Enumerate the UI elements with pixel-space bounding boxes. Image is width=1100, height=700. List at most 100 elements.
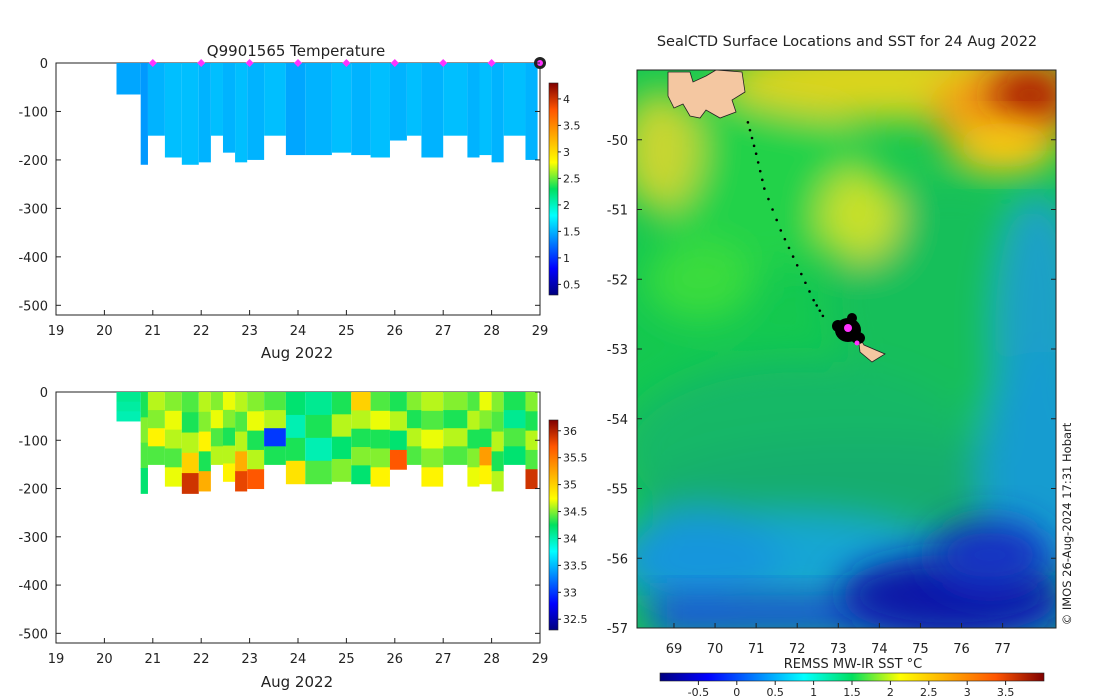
track-point — [787, 246, 791, 250]
salinity-panel: 0 -100 -200 -300 -400 -500 19 20 21 22 23 24 25 26 27… — [18, 386, 587, 691]
x-tick-label: 24 — [290, 652, 307, 667]
temperature-profile-cell — [116, 63, 141, 95]
salinity-profile-cell — [181, 412, 199, 434]
heard-island — [857, 334, 886, 363]
secondary-position-marker — [854, 340, 860, 346]
profile-marker — [197, 59, 206, 67]
temperature-x-axis: 19 20 21 22 23 24 25 26 27 28 29 — [48, 310, 549, 339]
salinity-profile-cell — [305, 414, 332, 439]
lon-tick-label: 71 — [748, 642, 765, 657]
salinity-profile-cell — [525, 392, 538, 412]
salinity-profile-cell — [370, 392, 390, 412]
y-tick-label: -300 — [18, 202, 48, 217]
lon-tick-label: 73 — [830, 642, 847, 657]
salinity-profile-cell — [467, 448, 480, 468]
x-tick-label: 29 — [532, 324, 549, 339]
colorbar-tick-label: 3.5 — [563, 119, 581, 132]
salinity-profile-cell — [525, 430, 538, 451]
salinity-profile-cell — [264, 428, 286, 447]
salinity-profile-cell — [140, 468, 148, 494]
y-tick-label: -500 — [18, 627, 48, 642]
salinity-profile-cell — [467, 467, 480, 487]
salinity-profile-cell — [210, 392, 223, 411]
track-point — [812, 298, 815, 302]
salinity-profile-cell — [479, 428, 492, 448]
salinity-profile-cell — [525, 469, 538, 490]
x-tick-label: 29 — [532, 652, 549, 667]
salinity-profile-cell — [164, 410, 182, 431]
x-tick-label: 20 — [96, 652, 113, 667]
profile-marker — [294, 59, 302, 67]
salinity-profile-cell — [285, 414, 306, 439]
salinity-profile-cell — [235, 471, 248, 492]
salinity-profile-cell — [247, 411, 265, 432]
salinity-profile-cell — [331, 458, 352, 482]
salinity-profile-cell — [247, 469, 265, 490]
track-point — [748, 128, 752, 132]
current-position-marker — [844, 324, 852, 332]
salinity-profile-cell — [421, 448, 444, 468]
salinity-profile-cell — [389, 411, 407, 432]
track-point — [795, 264, 799, 267]
y-tick-label: -500 — [18, 299, 48, 314]
sst-map-longitude-axis: 69 70 71 72 73 74 75 76 77 — [666, 623, 1011, 657]
track-point — [821, 314, 825, 318]
temperature-colorbar — [548, 82, 559, 296]
temperature-profile-cell — [370, 63, 390, 158]
salinity-profile-cell — [264, 392, 286, 411]
kerguelen-island — [667, 70, 746, 119]
salinity-profile-cell — [235, 431, 248, 452]
sst-map-latitude-axis: -50 -51 -52 -53 -54 -55 -56 -57 — [607, 134, 1056, 637]
y-tick-label: 0 — [40, 57, 48, 72]
salinity-profile-cell — [406, 392, 422, 411]
sst-colorbar-label: REMSS MW-IR SST °C — [784, 657, 923, 672]
temperature-profile-cell — [264, 63, 286, 136]
temperature-profile-cell — [351, 63, 371, 156]
salinity-profile-cell — [421, 410, 444, 431]
salinity-profile-cell — [247, 449, 265, 470]
salinity-profile-cell — [331, 392, 352, 415]
colorbar-tick-label: 32.5 — [563, 613, 588, 626]
x-tick-label: 23 — [241, 652, 258, 667]
temperature-profile-cell — [443, 63, 468, 136]
lat-tick-label: -51 — [607, 204, 628, 219]
salinity-profile-cell — [503, 428, 526, 447]
x-tick-label: 26 — [387, 652, 404, 667]
salinity-profile-cell — [181, 392, 199, 413]
salinity-profile-cell — [421, 392, 444, 412]
sst-colorbar-tick-label: 0 — [733, 686, 740, 699]
track-point — [771, 208, 774, 211]
salinity-x-axis: 19 20 21 22 23 24 25 26 27 28 29 — [48, 638, 549, 667]
salinity-profile-cell — [331, 436, 352, 460]
salinity-profile-cell — [467, 429, 480, 449]
temperature-profile-cell — [164, 63, 182, 158]
track-point — [763, 187, 766, 190]
track-point — [746, 121, 750, 124]
sst-colorbar-tick-label: 1 — [810, 686, 817, 699]
lat-tick-label: -54 — [607, 413, 628, 428]
salinity-profile-cell — [210, 428, 223, 447]
salinity-profile-cell — [331, 414, 352, 438]
y-tick-label: -100 — [18, 105, 48, 120]
sst-colorbar-ticks: -0.5 0 0.5 1 1.5 2 2.5 3 3.5 — [688, 681, 1014, 699]
lat-tick-label: -52 — [607, 273, 628, 288]
salinity-profile-cell — [389, 449, 407, 470]
sst-colorbar-tick-label: 2 — [887, 686, 894, 699]
salinity-profile-cell — [247, 392, 265, 412]
salinity-profile-cell — [222, 445, 236, 464]
salinity-profile-cell — [198, 411, 211, 433]
lat-tick-label: -55 — [607, 483, 628, 498]
salinity-profile-cell — [198, 392, 211, 413]
salinity-profile-cell — [389, 392, 407, 412]
sst-colorbar-tick-label: 1.5 — [843, 686, 861, 699]
temperature-profile-cell — [198, 63, 211, 163]
sst-colorbar-tick-label: 0.5 — [766, 686, 784, 699]
lon-tick-label: 76 — [953, 642, 970, 657]
sst-colorbar-tick-label: 2.5 — [920, 686, 938, 699]
salinity-profile-cell — [140, 392, 148, 418]
colorbar-tick-label: 1.5 — [563, 225, 581, 238]
track-point — [818, 309, 822, 312]
salinity-profile-cell — [147, 428, 165, 447]
salinity-profile-cell — [491, 392, 504, 413]
